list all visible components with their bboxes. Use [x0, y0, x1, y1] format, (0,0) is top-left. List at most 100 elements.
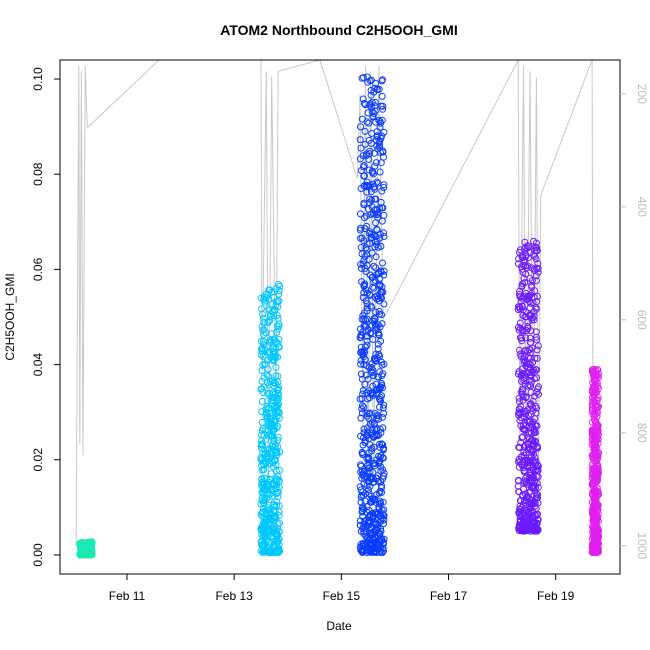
- data-point: [376, 123, 384, 131]
- data-point: [378, 187, 386, 195]
- data-point: [376, 518, 383, 526]
- data-point: [274, 524, 282, 532]
- data-point: [530, 428, 538, 436]
- data-point: [359, 260, 367, 268]
- data-point: [270, 523, 278, 531]
- data-point: [379, 105, 387, 113]
- data-point: [275, 343, 283, 351]
- data-point: [270, 443, 278, 451]
- data-point: [265, 432, 272, 440]
- data-point: [361, 140, 369, 148]
- plot-frame: [59, 59, 621, 575]
- data-point: [369, 180, 377, 188]
- data-point: [372, 159, 380, 167]
- data-point: [272, 514, 279, 522]
- data-point: [515, 477, 522, 485]
- data-point: [521, 518, 529, 526]
- data-point: [517, 388, 525, 396]
- data-point: [532, 523, 540, 530]
- data-point: [367, 529, 375, 537]
- data-point: [527, 354, 535, 362]
- data-point: [367, 86, 375, 94]
- data-point: [266, 336, 274, 344]
- data-point: [592, 520, 600, 528]
- data-point: [259, 310, 266, 318]
- data-point: [83, 545, 91, 553]
- data-point: [359, 441, 367, 449]
- data-point: [357, 498, 365, 506]
- data-point: [257, 294, 265, 302]
- data-point: [531, 287, 539, 295]
- data-point: [530, 457, 538, 465]
- data-point: [364, 205, 372, 213]
- data-point: [357, 260, 365, 268]
- data-point: [372, 357, 380, 365]
- data-point: [360, 309, 368, 317]
- data-point: [590, 436, 598, 444]
- data-point: [377, 242, 385, 250]
- data-point: [260, 504, 267, 512]
- data-point: [258, 431, 265, 439]
- data-point: [516, 287, 524, 295]
- data-point: [263, 494, 271, 502]
- data-point: [527, 499, 535, 507]
- data-point: [374, 340, 382, 348]
- data-point: [361, 264, 369, 272]
- right-axis: 200 400 600 800 1000: [620, 84, 649, 559]
- series-flight-2: [257, 281, 284, 557]
- data-point: [258, 418, 266, 426]
- data-point: [368, 447, 376, 455]
- data-point: [366, 240, 374, 247]
- x-axis: Feb 11 Feb 13 Feb 15 Feb 17 Feb 19: [109, 574, 575, 603]
- data-point: [363, 409, 371, 417]
- data-point: [531, 487, 539, 495]
- data-point: [518, 263, 526, 271]
- data-point: [588, 387, 596, 395]
- data-point: [533, 292, 541, 300]
- data-point: [257, 510, 265, 518]
- chart-title: ATOM2 Northbound C2H5OOH_GMI: [220, 22, 457, 38]
- data-point: [592, 376, 600, 384]
- data-point: [358, 542, 366, 550]
- data-point: [379, 511, 387, 519]
- data-point: [261, 484, 269, 492]
- data-point: [594, 429, 602, 436]
- data-point: [260, 481, 268, 489]
- data-point: [361, 343, 369, 351]
- data-point: [516, 350, 524, 358]
- data-point: [380, 401, 388, 409]
- x-tick-label: Feb 15: [323, 589, 361, 603]
- data-point: [523, 522, 531, 529]
- data-point: [518, 253, 526, 261]
- data-point: [518, 334, 525, 342]
- data-point: [377, 499, 385, 507]
- data-point: [369, 210, 377, 218]
- data-point: [518, 371, 526, 379]
- data-point: [275, 335, 283, 343]
- data-point: [533, 354, 541, 362]
- data-point: [363, 246, 371, 254]
- data-point: [363, 431, 371, 439]
- data-point: [373, 225, 381, 233]
- data-point: [271, 537, 279, 545]
- data-point: [518, 294, 526, 302]
- data-point: [522, 334, 530, 342]
- data-point: [258, 541, 266, 549]
- data-point: [372, 520, 380, 528]
- data-point: [370, 284, 378, 292]
- x-tick-label: Feb 17: [430, 589, 468, 603]
- data-point: [522, 270, 530, 278]
- data-point: [369, 336, 377, 343]
- data-point: [379, 404, 387, 412]
- data-point: [359, 513, 367, 521]
- data-point: [588, 535, 596, 543]
- x-tick-label: Feb 13: [215, 589, 253, 603]
- data-point: [370, 443, 378, 451]
- data-point: [361, 320, 369, 328]
- right-tick-label: 400: [635, 197, 649, 217]
- y-tick-label: 0.00: [31, 543, 45, 567]
- data-point: [258, 427, 266, 435]
- data-point: [590, 471, 598, 479]
- data-point: [376, 141, 383, 149]
- data-point: [275, 290, 283, 298]
